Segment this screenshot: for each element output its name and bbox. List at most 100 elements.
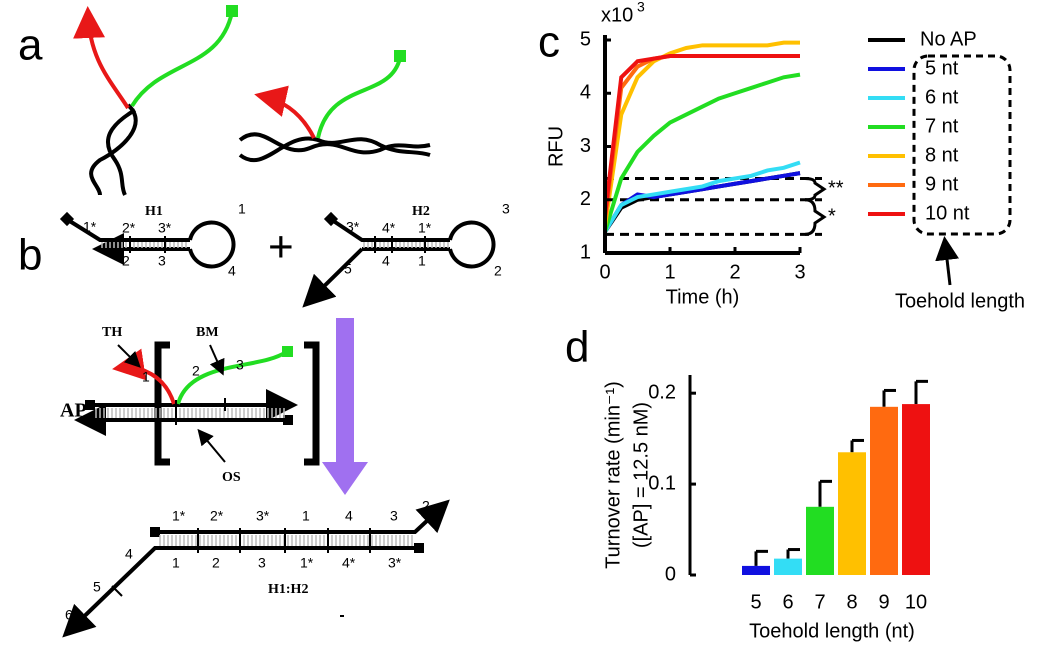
diagram-label: 2 <box>122 253 130 269</box>
legend-label: No AP <box>920 28 977 50</box>
x-tick-label: 5 <box>750 591 761 613</box>
diagram-label: 6 <box>65 607 73 623</box>
diagram-label: 4 <box>125 546 133 562</box>
panel-letter: a <box>18 21 43 70</box>
bar <box>774 558 802 575</box>
diagram-label: 3 <box>390 508 398 524</box>
bar <box>742 565 770 575</box>
series-line <box>603 72 801 233</box>
series-line <box>603 40 800 227</box>
diagram-label: 2 <box>422 498 430 514</box>
bracket <box>804 198 827 236</box>
diagram-label: 4 <box>382 253 390 269</box>
bracket <box>804 176 827 202</box>
diagram-label: 1 <box>172 555 180 571</box>
y-tick-label: 0.1 <box>648 472 676 494</box>
diagram-label: 5 <box>93 579 101 595</box>
x-tick-label: 1 <box>664 261 675 283</box>
diagram-label: 5 <box>344 261 352 277</box>
series-line <box>603 160 801 233</box>
diagram-label: H1 <box>145 204 163 219</box>
x-tick-label: 10 <box>905 591 927 613</box>
legend-group-box <box>912 54 1012 236</box>
diagram-label: 4* <box>342 555 356 571</box>
y-tick-label: 1 <box>580 241 591 263</box>
legend-label: 10 nt <box>925 202 970 224</box>
diagram-label: H2 <box>412 204 430 219</box>
legend-label: 5 nt <box>925 57 959 79</box>
x-tick-label: 3 <box>794 261 805 283</box>
diagram-label: 1* <box>418 220 432 236</box>
y-tick-label: 4 <box>580 82 591 104</box>
legend-label: 7 nt <box>925 115 959 137</box>
diagram-label: + <box>268 223 294 272</box>
diagram-label: 1 <box>238 201 246 217</box>
legend-label: 6 nt <box>925 86 959 108</box>
x-tick-label: 2 <box>729 261 740 283</box>
diagram-label: 1* <box>172 508 186 524</box>
chart-d: 5 6 7 8 9 10 0 0.1 0.2 Turnover rate (min⁻¹) ([AP]… <box>602 375 930 642</box>
legend-label: 9 nt <box>925 173 959 195</box>
x-tick-label: 7 <box>814 591 825 613</box>
diagram-label: 6 <box>316 289 324 305</box>
diagram-label: 1* <box>83 219 97 235</box>
x-tick-label: 9 <box>878 591 889 613</box>
diagram-label: OS <box>222 470 241 485</box>
diagram-label: BM <box>196 325 219 340</box>
series-line <box>603 171 801 233</box>
diagram-label: 3* <box>346 219 360 235</box>
diagram-label: 3 <box>258 555 266 571</box>
x-tick-label: 8 <box>846 591 857 613</box>
diagram-label: 1* <box>300 555 314 571</box>
diagram-label: 2 <box>192 363 200 379</box>
y-axis-label: Turnover rate (min⁻¹) <box>602 381 624 569</box>
bar <box>806 506 834 575</box>
y-tick-label: 3 <box>580 135 591 157</box>
diagram-label: 4 <box>345 508 353 524</box>
x-tick-label: 0 <box>599 261 610 283</box>
y-tick-label: 0.2 <box>648 381 676 403</box>
y-axis-note: ([AP] = 12.5 nM) <box>630 402 652 548</box>
diagram-label: 4* <box>382 220 396 236</box>
legend-group-arrow <box>935 236 959 286</box>
bracket-label: * <box>828 205 836 227</box>
diagram-label: 1 <box>302 508 310 524</box>
diagram-label: 2 <box>212 555 220 571</box>
diagram-label: TH <box>102 325 122 340</box>
panel-letter: c <box>538 18 560 67</box>
x-axis-label: Time (h) <box>666 286 740 308</box>
diagram-label: 2 <box>494 263 502 279</box>
panel-letter: d <box>565 323 589 372</box>
series-line <box>603 53 800 216</box>
diagram-a <box>73 5 431 196</box>
diagram-label: 1 <box>142 369 150 385</box>
bar <box>902 404 930 575</box>
domain-tick <box>111 585 123 597</box>
diagram-label: 3 <box>502 201 510 217</box>
diagram-label: AP <box>60 400 87 422</box>
panel-letter: b <box>18 231 42 280</box>
diagram-label: 3* <box>388 555 402 571</box>
y-tick-label: 2 <box>580 188 591 210</box>
diagram-label: 3* <box>256 508 270 524</box>
diagram-label: 2* <box>210 508 224 524</box>
diagram-label: 4 <box>228 263 236 279</box>
y-tick-label: 5 <box>580 28 591 50</box>
bracket-label: ** <box>828 177 844 199</box>
x-axis-label: Toehold length (nt) <box>749 620 915 642</box>
y-tick-label: 0 <box>665 563 676 585</box>
y-scale: x10 <box>601 4 633 26</box>
diagram-b <box>59 211 496 638</box>
diagram-label: 3 <box>236 357 244 373</box>
series-line <box>603 171 801 233</box>
legend-label: 8 nt <box>925 144 959 166</box>
legend-group-label: Toehold length <box>895 290 1025 312</box>
diagram-label: H1:H2 <box>268 582 308 597</box>
y-axis-label: RFU <box>545 126 567 167</box>
x-tick-label: 6 <box>782 591 793 613</box>
bar <box>838 452 866 575</box>
diagram-label: 2* <box>122 220 136 236</box>
y-scale-exp: 3 <box>637 0 645 15</box>
